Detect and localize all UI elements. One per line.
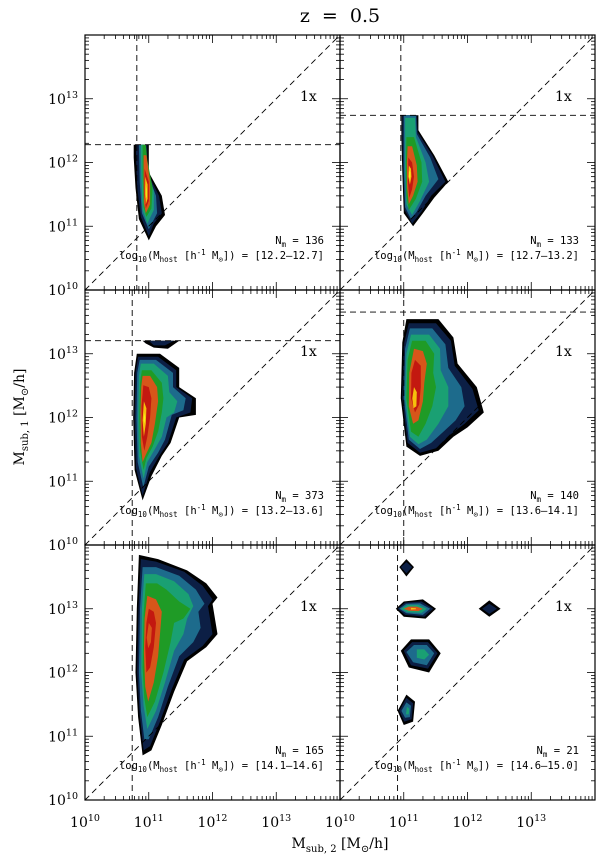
panel-plot-area xyxy=(85,290,340,545)
diagonal-label: 1x xyxy=(555,344,572,360)
contour-level-9 xyxy=(409,170,411,180)
host-mass-range-annotation: log10(Mhost [h-1 M⊙]) = [13.2–13.6] xyxy=(119,503,324,519)
panel-frame xyxy=(339,544,596,801)
y-tick-label: 1010 xyxy=(48,791,78,809)
n-m-annotation: Nm = 165 xyxy=(275,745,324,759)
x-tick-label: 1010 xyxy=(70,813,100,831)
x-tick-label: 1012 xyxy=(453,813,483,831)
diagonal-label: 1x xyxy=(300,344,317,360)
diagonal-label: 1x xyxy=(300,599,317,615)
x-tick-label: 1011 xyxy=(134,813,164,831)
y-tick-label: 1013 xyxy=(48,90,78,108)
y-tick-label: 1012 xyxy=(48,409,78,427)
x-tick-label: 1010 xyxy=(325,813,355,831)
contour-level-9 xyxy=(145,184,147,199)
contour-level-8 xyxy=(411,607,416,610)
one-to-one-line xyxy=(85,35,340,290)
host-mass-range-annotation: log10(Mhost [h-1 M⊙]) = [12.7–13.2] xyxy=(374,248,579,264)
n-m-annotation: Nm = 136 xyxy=(275,235,324,249)
x-tick-label: 1012 xyxy=(198,813,228,831)
contour-level-2 xyxy=(148,340,175,346)
panel-plot-area xyxy=(85,545,340,800)
n-m-annotation: Nm = 373 xyxy=(275,490,324,504)
host-mass-range-annotation: log10(Mhost [h-1 M⊙]) = [12.2–12.7] xyxy=(119,248,324,264)
contour-level-8 xyxy=(146,622,152,649)
contour-level-4 xyxy=(416,649,430,660)
one-to-one-line xyxy=(340,35,595,290)
y-tick-label: 1011 xyxy=(48,217,78,235)
y-axis-label: Msub, 1 [M⊙/h] xyxy=(12,369,31,466)
panel-plot-area xyxy=(340,35,595,290)
one-to-one-line xyxy=(85,545,340,800)
one-to-one-line xyxy=(340,290,595,545)
diagonal-label: 1x xyxy=(555,599,572,615)
panel-ticks xyxy=(84,289,341,546)
contour-level-4 xyxy=(405,706,410,715)
diagonal-label: 1x xyxy=(555,89,572,105)
y-tick-label: 1012 xyxy=(48,664,78,682)
y-axis-tick-labels: 1010 1011 1012 1013 1010 1011 1012 1013 1010 1011… xyxy=(48,90,78,809)
y-tick-label: 1011 xyxy=(48,727,78,745)
one-to-one-line xyxy=(340,545,595,800)
panel-ticks xyxy=(84,544,341,801)
panel-plot-area xyxy=(340,545,595,800)
contour-level-2 xyxy=(482,603,497,614)
chart-title: z = 0.5 xyxy=(300,5,380,27)
y-tick-label: 1013 xyxy=(48,345,78,363)
n-m-annotation: Nm = 133 xyxy=(530,235,579,249)
x-tick-label: 1013 xyxy=(516,813,546,831)
diagonal-label: 1x xyxy=(300,89,317,105)
host-mass-range-annotation: log10(Mhost [h-1 M⊙]) = [13.6–14.1] xyxy=(374,503,579,519)
contour-level-2 xyxy=(400,562,413,574)
x-tick-label: 1011 xyxy=(389,813,419,831)
y-tick-label: 1010 xyxy=(48,281,78,299)
one-to-one-line xyxy=(85,290,340,545)
y-tick-label: 1010 xyxy=(48,536,78,554)
x-axis-tick-labels: 1010 1011 1012 1013 1010 1011 1012 1013 xyxy=(70,813,546,831)
y-tick-label: 1011 xyxy=(48,472,78,490)
n-m-annotation: Nm = 21 xyxy=(537,745,579,759)
panel-plot-area xyxy=(85,35,340,290)
contour-level-8 xyxy=(412,387,417,409)
contour-level-9 xyxy=(143,412,146,424)
panel-ticks xyxy=(339,34,596,291)
panel-plot-area xyxy=(340,290,595,545)
host-mass-range-annotation: log10(Mhost [h-1 M⊙]) = [14.6–15.0] xyxy=(374,758,579,774)
x-tick-label: 1013 xyxy=(261,813,291,831)
n-m-annotation: Nm = 140 xyxy=(530,490,579,504)
y-tick-label: 1012 xyxy=(48,154,78,172)
x-axis-label: Msub, 2 [M⊙/h] xyxy=(292,836,389,855)
host-mass-range-annotation: log10(Mhost [h-1 M⊙]) = [14.1–14.6] xyxy=(119,758,324,774)
y-tick-label: 1013 xyxy=(48,600,78,618)
